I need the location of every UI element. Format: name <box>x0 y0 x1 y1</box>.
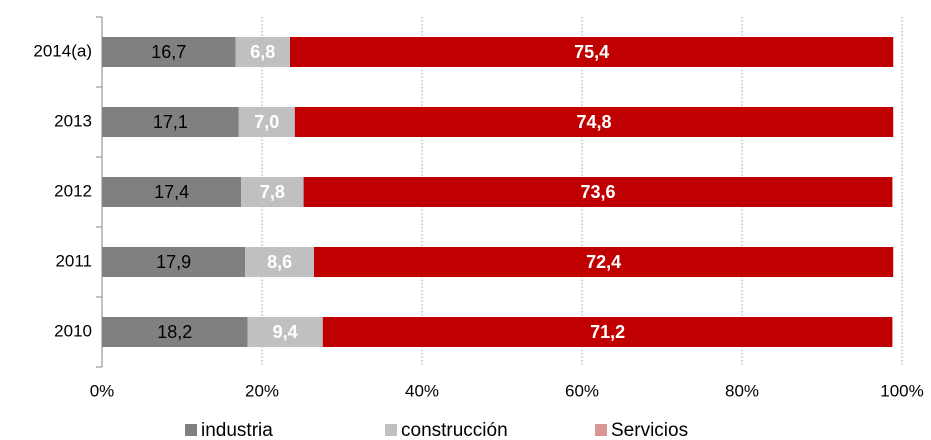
value-label: 74,8 <box>576 112 611 132</box>
value-label: 71,2 <box>590 322 625 342</box>
value-label: 17,9 <box>156 252 191 272</box>
legend-swatch <box>385 424 397 436</box>
value-label: 75,4 <box>574 42 609 62</box>
y-tick-label: 2011 <box>55 251 92 270</box>
bar-segment <box>102 247 246 277</box>
value-label: 9,4 <box>273 322 298 342</box>
bar-segment <box>290 37 894 67</box>
legend-label: Servicios <box>611 420 688 440</box>
bar-segment <box>235 37 290 67</box>
bar-segment <box>247 317 323 347</box>
bar-segment <box>102 177 242 207</box>
value-label: 8,6 <box>267 252 292 272</box>
bar-segment <box>102 107 239 137</box>
value-label: 73,6 <box>580 182 615 202</box>
x-tick-label: 0% <box>90 381 115 400</box>
bar-segment <box>314 247 894 277</box>
bar-segment <box>241 177 304 207</box>
x-tick-label: 100% <box>880 381 923 400</box>
bar-segment <box>102 37 236 67</box>
value-label: 6,8 <box>250 42 275 62</box>
bar-segment <box>322 317 893 347</box>
legend-swatch <box>185 424 197 436</box>
x-tick-label: 60% <box>565 381 599 400</box>
y-tick-label: 2013 <box>54 111 92 130</box>
bar-segment <box>303 177 893 207</box>
value-label: 18,2 <box>157 322 192 342</box>
bar-segment <box>102 317 248 347</box>
y-tick-label: 2012 <box>54 181 92 200</box>
value-label: 7,0 <box>254 112 279 132</box>
value-label: 17,4 <box>154 182 189 202</box>
legend-label: industria <box>201 420 273 440</box>
value-label: 7,8 <box>260 182 285 202</box>
legend-swatch <box>595 424 607 436</box>
value-label: 17,1 <box>153 112 188 132</box>
x-tick-label: 80% <box>725 381 759 400</box>
y-tick-label: 2014(a) <box>33 41 92 60</box>
bar-segment <box>294 107 894 137</box>
x-tick-label: 40% <box>405 381 439 400</box>
value-label: 16,7 <box>151 42 186 62</box>
value-label: 72,4 <box>586 252 621 272</box>
bar-segment <box>245 247 314 277</box>
x-tick-label: 20% <box>245 381 279 400</box>
bar-segment <box>238 107 295 137</box>
legend-label: construcción <box>401 420 508 440</box>
y-tick-label: 2010 <box>54 321 92 340</box>
